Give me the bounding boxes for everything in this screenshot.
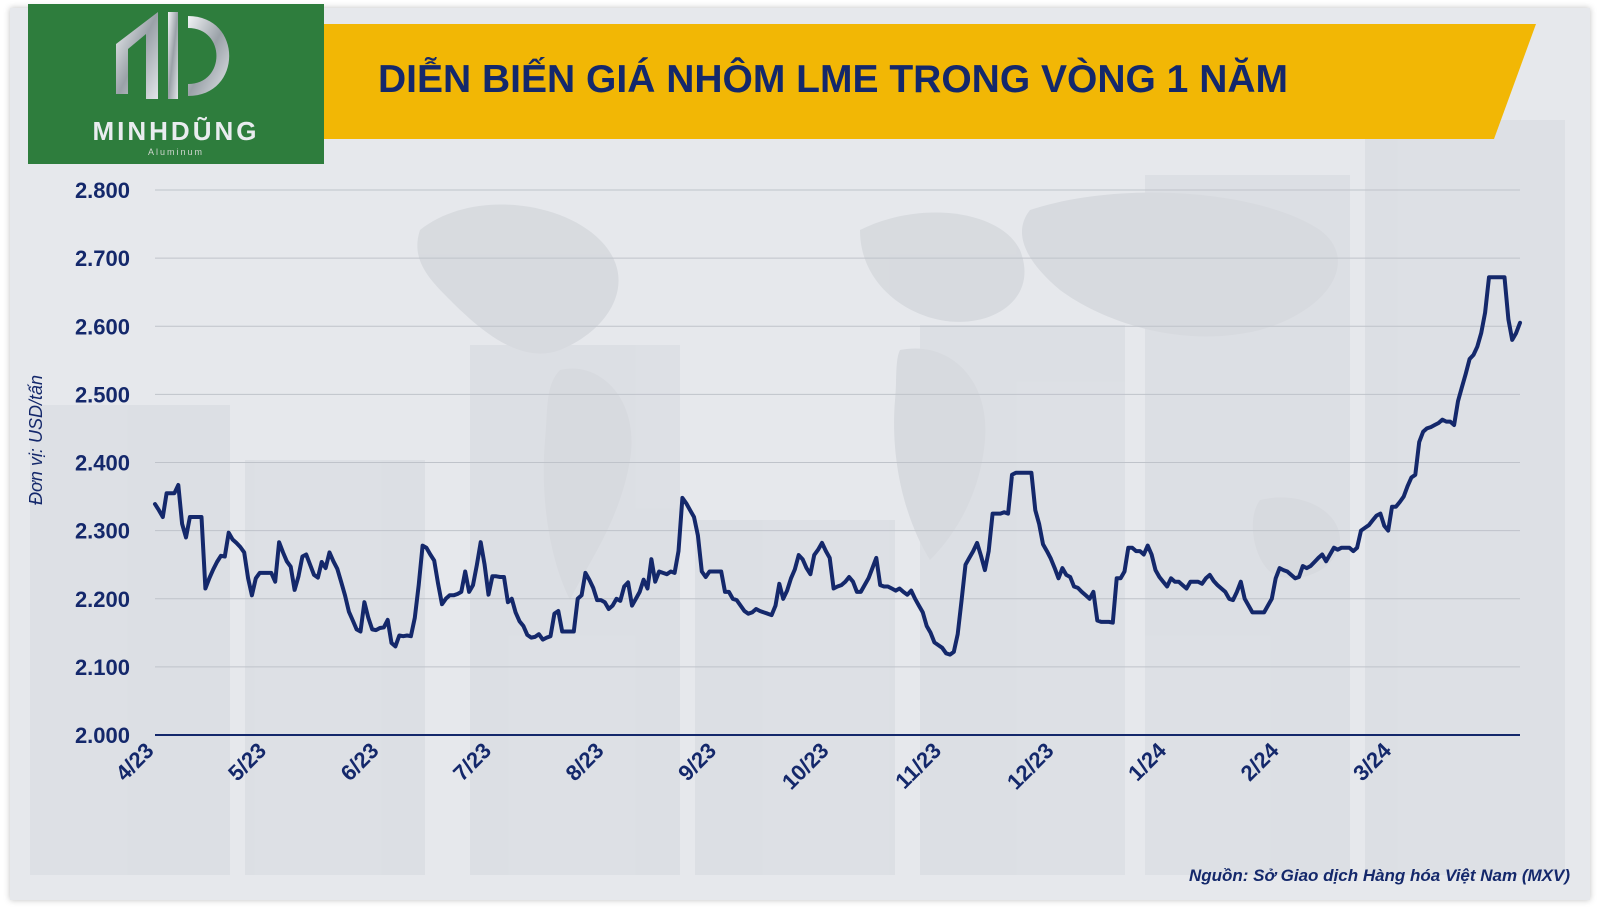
logo-wordmark: MINHDŨNG — [92, 116, 260, 146]
y-tick-label: 2.000 — [75, 723, 130, 748]
y-tick-label: 2.200 — [75, 587, 130, 612]
y-tick-label: 2.700 — [75, 246, 130, 271]
y-axis-label: Đơn vị: USD/tấn — [26, 375, 46, 505]
logo-mark-icon — [116, 12, 230, 99]
y-axis-ticks: 2.000 2.100 2.200 2.300 2.400 2.500 2.600 2.700… — [75, 178, 130, 748]
y-tick-label: 2.300 — [75, 519, 130, 544]
title-banner — [324, 24, 1536, 139]
y-tick-label: 2.800 — [75, 178, 130, 203]
y-tick-label: 2.100 — [75, 655, 130, 680]
gridlines — [155, 189, 1520, 736]
y-tick-label: 2.500 — [75, 382, 130, 407]
source-note: Nguồn: Sở Giao dịch Hàng hóa Việt Nam (M… — [1188, 866, 1570, 885]
y-tick-label: 2.400 — [75, 451, 130, 476]
chart-title: DIỄN BIẾN GIÁ NHÔM LME TRONG VÒNG 1 NĂM — [378, 58, 1289, 101]
aluminum-price-line — [153, 275, 1522, 657]
company-logo: MINHDŨNG Aluminum — [28, 4, 324, 164]
logo-tagline: Aluminum — [147, 147, 204, 157]
y-tick-label: 2.600 — [75, 314, 130, 339]
